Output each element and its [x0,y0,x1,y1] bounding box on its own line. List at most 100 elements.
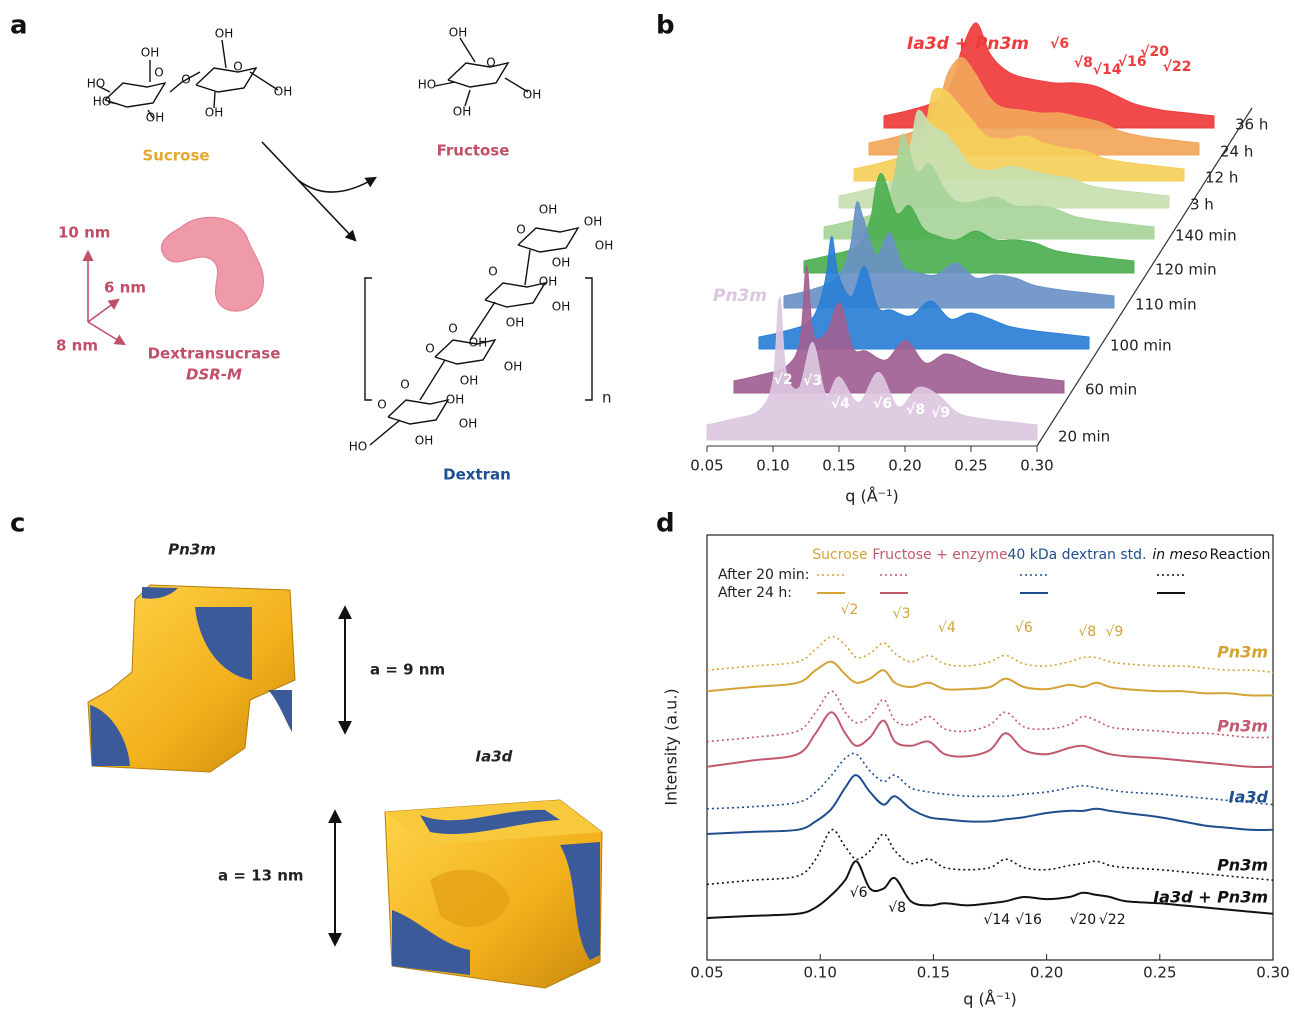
peak-label: √22 [1099,912,1126,928]
channel [268,690,292,732]
atom-label: OH [141,46,159,60]
peak-label: √9 [931,405,950,421]
phase-label: Pn3m [713,286,767,306]
atom-label: OH [205,106,223,120]
x-tick-label: 0.20 [888,457,921,475]
atom-label: OH [539,275,557,289]
x-tick-label: 0.25 [1143,964,1176,982]
atom-label: OH [460,374,478,388]
ring-bond [388,400,448,424]
atom-label: HO [93,95,111,109]
saxs-curve [707,691,1273,741]
peak-label: √4 [831,396,850,412]
legend-label: Sucrose [812,547,867,563]
atom-label: OH [506,316,524,330]
peak-label: √20 [1140,44,1169,60]
peak-label: √6 [850,885,868,901]
enzyme-shape [161,217,263,311]
reaction-arrow [298,178,375,192]
peak-label: √2 [773,372,792,388]
peak-label: √22 [1163,59,1192,75]
phase-label: Ia3d + Pn3m [1153,888,1268,907]
peak-label: √4 [938,620,956,636]
dimension-label: 6 nm [104,279,146,297]
atom-label: O [181,73,190,87]
peak-label: √20 [1069,912,1096,928]
panel-label: c [10,509,25,539]
atom-label: HO [87,77,105,91]
dimension-label: 8 nm [56,337,98,355]
x-axis-label: q (Å⁻¹) [845,487,899,506]
peak-label: √3 [893,606,911,622]
ring-bond [518,228,578,252]
x-tick-label: 0.30 [1020,457,1053,475]
x-tick-label: 0.05 [690,964,723,982]
panel-label: a [10,11,28,41]
atom-label: OH [504,360,522,374]
ring-bond [196,68,256,92]
x-axis-label: q (Å⁻¹) [963,990,1017,1009]
atom-label: OH [446,393,464,407]
atom-label: O [486,56,495,70]
peak-label: √8 [906,402,925,418]
structure-name: Ia3d [476,748,513,766]
atom-label: O [400,378,409,392]
phase-label: Pn3m [1217,856,1268,875]
atom-label: OH [552,300,570,314]
peak-label: √6 [1050,36,1069,52]
series-label: 36 h [1235,116,1268,134]
atom-label: OH [453,105,471,119]
peak-label: √9 [1105,624,1123,640]
bracket [585,278,592,400]
atom-label: O [377,398,386,412]
x-tick-label: 0.20 [1030,964,1063,982]
atom-label: OH [595,239,613,253]
panel-label: d [656,509,675,539]
bond [370,420,400,445]
bond [222,40,226,68]
atom-label: OH [459,417,477,431]
atom-label: O [154,66,163,80]
x-tick-label: 0.25 [954,457,987,475]
panel-c [88,585,602,988]
atom-label: OH [215,27,233,41]
panel-label: b [656,11,675,41]
legend-row: After 24 h: [718,585,792,601]
legend-prefix: in meso [1152,547,1207,563]
molecule-name: Sucrose [142,147,209,165]
dimension-arrow [88,300,118,322]
saxs-curve [707,830,1273,885]
atom-label: O [488,265,497,279]
series-label: 3 h [1190,196,1214,214]
bond [420,360,445,400]
x-tick-label: 0.30 [1256,964,1289,982]
bond [460,38,475,62]
atom-label: OH [274,85,292,99]
atom-label: HO [349,440,367,454]
y-axis-label: Intensity (a.u.) [662,688,681,805]
x-tick-label: 0.15 [917,964,950,982]
legend-label: 40 kDa dextran std. [1008,547,1147,563]
bond [525,250,530,285]
peak-label: √8 [888,900,906,916]
phase-label: Pn3m [1217,717,1268,736]
series-label: 140 min [1175,227,1237,245]
saxs-curve [707,775,1273,834]
series-label: 100 min [1110,337,1172,355]
atom-label: OH [584,215,602,229]
structure-name: Pn3m [168,541,216,559]
dimension-label: 10 nm [58,224,110,242]
peak-label: √2 [841,602,859,618]
bond [435,82,455,86]
bond [470,302,495,340]
peak-label: √3 [803,373,822,389]
saxs-curve [707,712,1273,767]
peak-label: √6 [873,396,892,412]
atom-label: OH [552,256,570,270]
atom-label: HO [418,78,436,92]
atom-label: OH [523,88,541,102]
peak-label: √6 [1015,620,1033,636]
atom-label: OH [449,26,467,40]
x-tick-label: 0.15 [822,457,855,475]
saxs-curve [707,637,1273,673]
